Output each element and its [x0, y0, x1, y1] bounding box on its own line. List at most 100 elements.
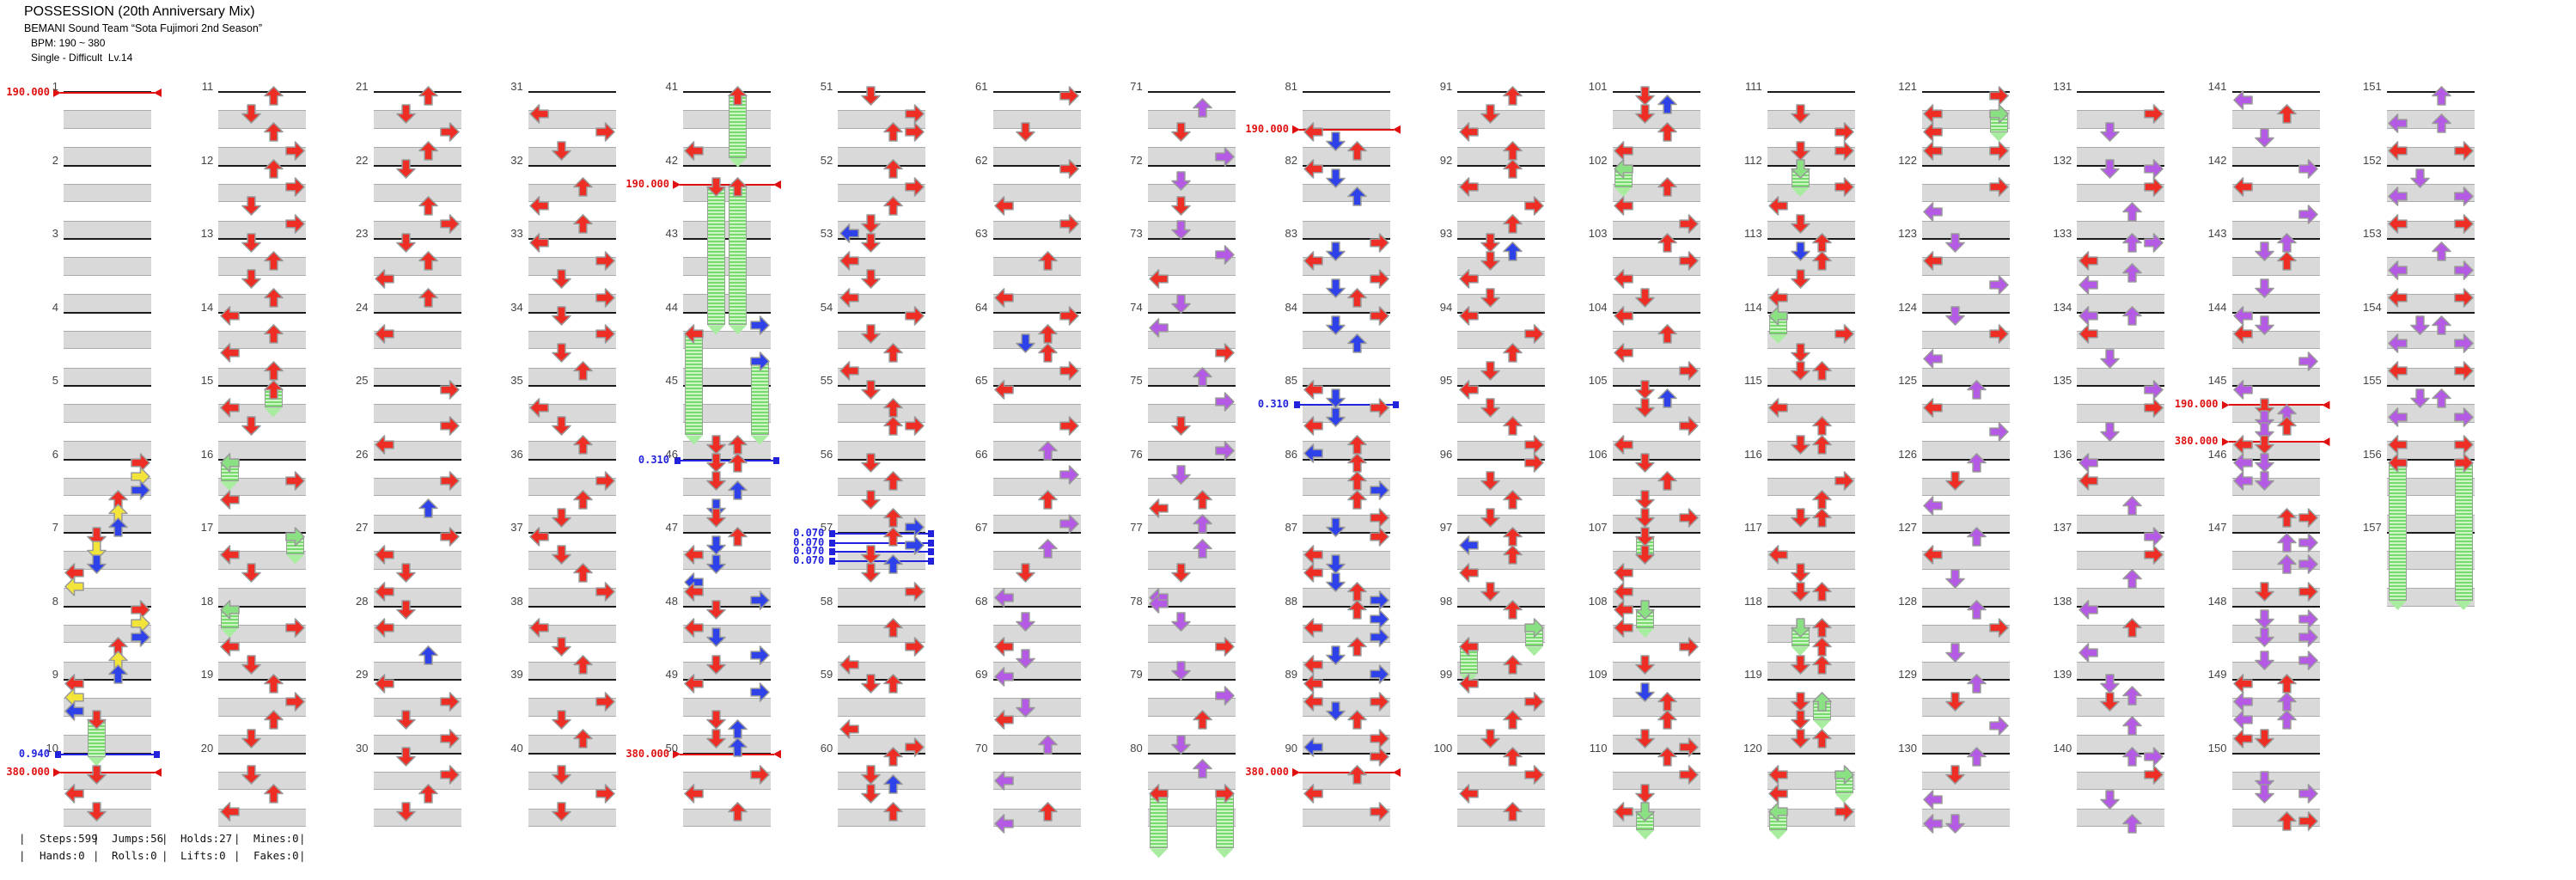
measure-line — [2077, 238, 2165, 240]
note-arrow-down — [705, 434, 726, 455]
note-arrow-down — [2255, 783, 2275, 804]
stats-separator: | — [234, 832, 241, 845]
measure-number: 47 — [665, 521, 678, 534]
hold-body — [750, 361, 769, 436]
measure-line — [528, 532, 616, 534]
note-arrow-up — [1812, 581, 1832, 602]
measure-number: 134 — [2053, 300, 2072, 314]
beat-band — [1303, 477, 1390, 497]
beat-band — [1612, 330, 1700, 350]
note-arrow-right — [905, 517, 925, 537]
measure-line — [1303, 91, 1390, 93]
measure-number: 14 — [200, 300, 214, 314]
note-arrow-up — [108, 517, 129, 537]
note-arrow-down — [1480, 508, 1500, 528]
note-arrow-down — [1170, 293, 1191, 314]
beat-band — [1767, 588, 1855, 607]
note-arrow-up — [1502, 241, 1523, 261]
note-arrow-down — [1944, 306, 1965, 326]
note-arrow-up — [882, 159, 903, 179]
measure-number: 55 — [820, 374, 833, 387]
note-arrow-right — [1369, 526, 1389, 547]
note-arrow-up — [263, 287, 284, 308]
note-arrow-up — [1037, 440, 1058, 461]
measure-line — [1922, 679, 2010, 681]
note-arrow-left — [2078, 324, 2098, 345]
note-arrow-up — [1347, 471, 1368, 492]
stop-marker-end — [675, 456, 681, 464]
note-arrow-down — [241, 765, 261, 785]
measure-number: 124 — [1898, 300, 1917, 314]
hold-head-arrow-left — [684, 324, 705, 345]
measure-number: 72 — [1130, 153, 1143, 167]
measure-line — [1147, 238, 1236, 240]
note-arrow-left — [2232, 379, 2253, 400]
measure-line — [1612, 238, 1700, 240]
beat-band — [1922, 183, 2010, 203]
beat-band — [1767, 808, 1855, 827]
note-arrow-down — [861, 232, 881, 253]
measure-number: 60 — [820, 741, 833, 755]
note-arrow-right — [2298, 608, 2319, 629]
note-arrow-up — [728, 526, 748, 547]
beat-band — [838, 330, 926, 350]
beat-band — [1303, 110, 1390, 129]
note-arrow-left — [1303, 737, 1324, 758]
beat-band — [64, 147, 151, 166]
hold-head-arrow-down — [1790, 618, 1810, 639]
note-arrow-right — [2144, 232, 2164, 253]
measure-number: 153 — [2363, 227, 2382, 240]
note-arrow-up — [1967, 526, 1987, 547]
note-arrow-right — [1834, 122, 1854, 143]
beat-band — [1767, 110, 1855, 129]
measure-number: 2 — [52, 153, 58, 167]
measure-line — [683, 532, 771, 534]
measure-line — [1922, 164, 2010, 167]
note-arrow-left — [219, 398, 240, 418]
note-arrow-down — [1790, 140, 1810, 161]
beat-band — [2231, 698, 2320, 717]
measure-line — [218, 679, 307, 681]
measure-line — [2231, 679, 2320, 681]
hold-tail — [750, 435, 769, 445]
note-arrow-left — [2232, 90, 2253, 110]
measure-number: 52 — [820, 153, 833, 167]
bpm-value-label: 380.000 — [626, 747, 669, 760]
measure-line — [1612, 605, 1700, 608]
bpm-marker-end — [2322, 400, 2330, 410]
note-arrow-up — [2276, 673, 2297, 694]
measure-number: 119 — [1744, 668, 1762, 681]
note-arrow-left — [1613, 600, 1633, 620]
stop-value-label: 0.070 — [793, 545, 825, 558]
measure-line — [838, 164, 926, 167]
measure-number: 42 — [665, 153, 678, 167]
note-arrow-right — [1679, 251, 1700, 271]
note-arrow-down — [861, 324, 881, 345]
measure-line — [1147, 752, 1236, 755]
note-arrow-up — [1812, 636, 1832, 657]
note-arrow-right — [2298, 783, 2319, 804]
measure-number: 141 — [2207, 80, 2227, 93]
beat-band — [992, 698, 1081, 717]
hold-head-arrow-down — [1790, 159, 1810, 179]
beat-band — [528, 367, 616, 386]
note-arrow-left — [1613, 306, 1633, 326]
beat-band — [1612, 257, 1700, 276]
note-arrow-right — [2298, 159, 2319, 179]
note-arrow-down — [705, 627, 726, 647]
note-arrow-down — [1325, 645, 1346, 666]
note-arrow-down — [861, 783, 881, 804]
note-arrow-up — [1347, 287, 1368, 308]
note-arrow-right — [2298, 553, 2319, 574]
bpm-marker-line — [60, 771, 155, 773]
note-arrow-down — [861, 563, 881, 584]
beat-band — [1303, 808, 1390, 827]
measure-number: 32 — [510, 153, 523, 167]
measure-line — [683, 679, 771, 681]
note-arrow-left — [2388, 287, 2408, 308]
beat-band — [218, 404, 307, 423]
measure-line — [838, 311, 926, 314]
note-arrow-left — [219, 306, 240, 326]
note-arrow-right — [1369, 508, 1389, 528]
measure-line — [1457, 752, 1546, 755]
